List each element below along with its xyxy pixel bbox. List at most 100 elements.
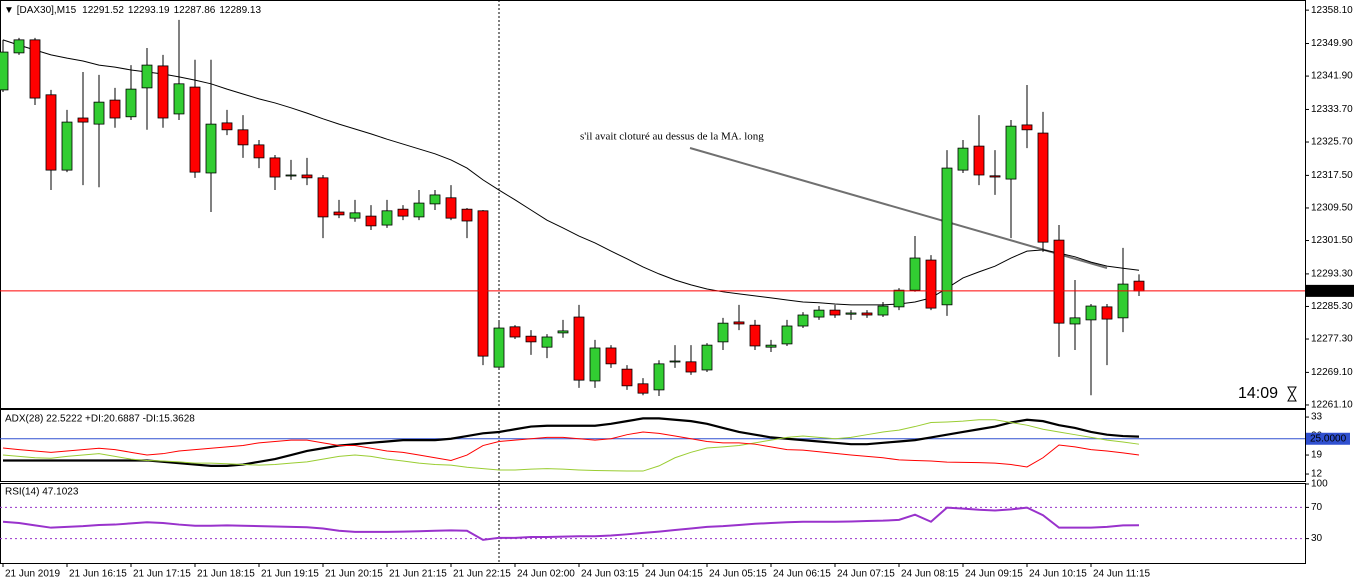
candle-body — [1069, 317, 1081, 325]
y-tick-label: 12317.50 — [1311, 170, 1353, 181]
candle-body — [493, 327, 505, 368]
y-tick-label: 70 — [1311, 502, 1323, 513]
candle-body — [893, 289, 905, 308]
rsi-title: RSI(14) 47.1023 — [5, 487, 79, 498]
y-tick-label: 12277.30 — [1311, 334, 1353, 345]
candle-body — [93, 101, 105, 125]
x-tick-label: 24 Jun 03:15 — [581, 569, 639, 580]
candle-body — [717, 322, 729, 343]
candle-body — [733, 321, 745, 325]
header-close: 12289.13 — [219, 5, 261, 16]
candle-body — [749, 324, 761, 347]
candle-body — [301, 174, 313, 179]
candle-body — [973, 145, 985, 176]
y-tick-label: 12358.10 — [1311, 5, 1353, 16]
candle-body — [77, 117, 89, 123]
candle-body — [1021, 124, 1033, 131]
price-label-box — [1306, 284, 1354, 297]
y-tick-label: 12349.90 — [1311, 38, 1353, 49]
y-tick-label: 12333.70 — [1311, 104, 1353, 115]
y-tick-label: 12293.30 — [1311, 269, 1353, 280]
candle-body — [701, 344, 713, 371]
candle-body — [957, 147, 969, 171]
candle-body — [189, 86, 201, 173]
x-tick-label: 21 Jun 21:15 — [389, 569, 447, 580]
candle-body — [509, 326, 521, 338]
y-tick-label: 12341.90 — [1311, 71, 1353, 82]
annotation: s'il avait cloturé au dessus de la MA. l… — [580, 131, 764, 143]
chart-header: ▼ [DAX30],M15 12291.52 12293.19 12287.86 122… — [4, 5, 261, 16]
x-tick-label: 21 Jun 2019 — [5, 569, 60, 580]
candle-body — [637, 383, 649, 394]
candle-body — [813, 309, 825, 318]
candle-body — [429, 194, 441, 205]
x-tick-label: 24 Jun 06:15 — [773, 569, 831, 580]
candle-body — [205, 123, 217, 174]
candle-body — [285, 174, 297, 177]
y-tick-label: 12 — [1311, 469, 1323, 480]
y-tick-label: 12309.50 — [1311, 203, 1353, 214]
candle-body — [877, 305, 889, 316]
candle-body — [317, 177, 329, 218]
y-tick-label: 12261.10 — [1311, 400, 1353, 411]
indicator-line — [2, 506, 1140, 541]
candle-body — [573, 316, 585, 381]
candle-body — [1101, 306, 1113, 320]
candle-body — [61, 121, 73, 171]
hourglass-icon — [1287, 386, 1297, 402]
x-tick-label: 21 Jun 17:15 — [133, 569, 191, 580]
candle-body — [0, 51, 9, 91]
candle-body — [685, 361, 697, 373]
candle-body — [349, 212, 361, 219]
symbol: [DAX30],M15 — [17, 5, 77, 16]
candle-body — [1037, 132, 1049, 243]
candle-body — [397, 208, 409, 217]
x-tick-label: 21 Jun 19:15 — [261, 569, 319, 580]
candle-body — [109, 99, 121, 119]
y-tick-label: 30 — [1311, 533, 1323, 544]
candle-body — [541, 336, 553, 348]
candle-body — [333, 211, 345, 216]
price-label: 12289.13 — [1310, 286, 1352, 297]
level-label: 25.0000 — [1310, 433, 1347, 444]
candle-body — [445, 197, 457, 219]
adx-panel-frame — [0, 409, 1306, 482]
candle-body — [765, 344, 777, 348]
candle-body — [669, 360, 681, 363]
y-tick-label: 33 — [1311, 412, 1323, 423]
x-tick-label: 24 Jun 07:15 — [837, 569, 895, 580]
y-tick-label: 12301.50 — [1311, 235, 1353, 246]
clock: 14:09 — [1238, 385, 1278, 402]
header-open: 12291.52 — [82, 5, 124, 16]
candle-body — [605, 347, 617, 365]
candle-body — [141, 64, 153, 89]
y-tick-label: 12325.70 — [1311, 137, 1353, 148]
x-tick-label: 24 Jun 02:00 — [517, 569, 575, 580]
candle-body — [941, 167, 953, 306]
candle-body — [477, 210, 489, 357]
candle-body — [781, 325, 793, 345]
candle-body — [221, 122, 233, 131]
candle-body — [653, 363, 665, 391]
x-tick-label: 21 Jun 16:15 — [69, 569, 127, 580]
x-tick-label: 24 Jun 10:15 — [1029, 569, 1087, 580]
candle-body — [861, 312, 873, 316]
x-tick-label: 24 Jun 09:15 — [965, 569, 1023, 580]
candle-body — [525, 335, 537, 343]
candle-body — [45, 94, 57, 171]
x-tick-label: 24 Jun 11:15 — [1093, 569, 1151, 580]
x-tick-label: 24 Jun 05:15 — [709, 569, 767, 580]
candle-body — [125, 88, 137, 118]
candle-body — [909, 257, 921, 291]
indicator-line — [2, 419, 1140, 472]
candle-body — [1005, 125, 1017, 180]
x-tick-label: 24 Jun 08:15 — [901, 569, 959, 580]
adx-title: ADX(28) 22.5222 +DI:20.6887 -DI:15.3628 — [5, 414, 195, 425]
level-label-box — [1306, 432, 1350, 445]
candle-body — [621, 368, 633, 387]
header-low: 12287.86 — [174, 5, 216, 16]
candle-body — [13, 39, 25, 54]
